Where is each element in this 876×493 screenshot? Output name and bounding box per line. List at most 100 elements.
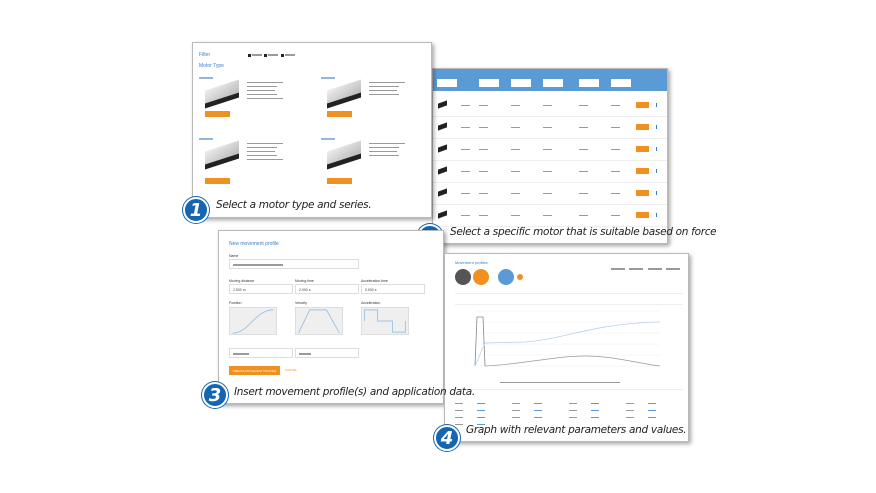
column-filter-input[interactable] [611,79,631,87]
select-series-button[interactable] [327,178,352,184]
parameter-item [569,409,599,427]
graph-screenshot: Movement profiles [444,253,689,442]
add-step-button[interactable] [517,274,523,280]
step-badge-1: 1 [183,197,209,223]
parameter-item [512,409,542,427]
step-circle-application[interactable] [455,269,471,285]
parameter-item [626,409,656,427]
parameter-item [455,416,485,434]
velocity-graph [295,307,343,335]
position-curve [484,355,661,367]
series-specs [247,142,283,162]
column-filter-input[interactable] [479,79,499,87]
select-series-button[interactable] [327,111,352,117]
motor-thumbnail [438,210,447,219]
load-input[interactable] [295,348,359,358]
moving-distance-label: Moving distance [229,279,255,283]
select-motor-button[interactable] [636,146,649,152]
caption-3: Insert movement profile(s) and applicati… [234,386,475,398]
filter-options [248,53,295,57]
velocity-label: Velocity [295,301,308,305]
info-icon[interactable] [656,103,657,107]
movement-profile-form-screenshot: New movement profile Name Moving distanc… [218,230,444,404]
acceleration-time-label: Acceleration time [361,279,388,283]
start-input[interactable] [229,348,293,358]
motor-series-card [321,69,431,127]
info-icon[interactable] [656,169,657,173]
motor-thumbnail [438,188,447,197]
parameter-item [512,402,542,420]
parameter-item [512,395,542,413]
caption-1: Select a motor type and series. [216,199,372,211]
form-title: New movement profile [229,241,279,247]
acceleration-graph [361,307,409,335]
motor-series-card [199,130,309,188]
select-motor-button[interactable] [636,212,649,218]
movement-profiles-title: Movement profiles [455,260,488,265]
series-title [199,69,213,87]
step-badge-4: 4 [434,425,460,451]
info-icon[interactable] [656,125,657,129]
velocity-curve [474,321,661,367]
motor-series-card [199,69,309,127]
table-row[interactable] [433,205,667,227]
motor-thumbnail [438,166,447,175]
motor-thumbnail [438,122,447,131]
acceleration-time-input[interactable]: 0.500 s [361,284,425,294]
select-motor-button[interactable] [636,190,649,196]
toolbar [610,260,680,278]
table-row[interactable] [433,95,667,117]
info-icon[interactable] [656,191,657,195]
moving-time-input[interactable]: 2.900 s [295,284,359,294]
table-row[interactable] [433,183,667,205]
parameter-grid [455,389,683,426]
parameter-item [455,395,485,413]
select-motor-button[interactable] [636,168,649,174]
acceleration-curve [474,316,486,367]
table-row[interactable] [433,117,667,139]
parameter-item [626,402,656,420]
motor-thumbnail [438,100,447,109]
create-movement-profile-button[interactable]: CREATE MOVEMENT PROFILE [229,366,280,375]
step-circle-1[interactable] [473,269,489,285]
acceleration-label: Acceleration [361,301,381,305]
cancel-button[interactable]: CANCEL [285,368,298,372]
motor-type-screenshot: Filter Motor Type [192,42,432,218]
step-circle-2[interactable] [498,269,514,285]
series-specs [369,81,405,97]
info-icon[interactable] [656,213,657,217]
select-series-button[interactable] [205,111,230,117]
name-label: Name [229,254,239,258]
column-filter-input[interactable] [543,79,563,87]
motor-thumbnail [438,144,447,153]
table-row[interactable] [433,139,667,161]
name-select[interactable] [229,259,359,269]
caption-4: Graph with relevant parameters and value… [466,424,687,436]
params-row [455,293,683,305]
caption-2: Select a specific motor that is suitable… [450,226,717,238]
position-graph [229,307,277,335]
select-series-button[interactable] [205,178,230,184]
step-badge-3: 3 [202,382,228,408]
moving-distance-input[interactable]: 2.500 m [229,284,293,294]
series-title [321,69,335,87]
table-row[interactable] [433,161,667,183]
parameter-item [455,402,485,420]
column-filter-input[interactable] [437,79,457,87]
motor-type-title: Motor Type [199,63,224,69]
filter-label: Filter [199,52,211,58]
legend [500,374,620,392]
motor-table-screenshot [432,68,668,244]
info-icon[interactable] [656,147,657,151]
column-filter-input[interactable] [579,79,599,87]
select-motor-button[interactable] [636,124,649,130]
series-title [199,130,213,148]
position-label: Position [229,301,242,305]
select-motor-button[interactable] [636,102,649,108]
motor-series-card [321,130,431,188]
parameter-item [569,402,599,420]
series-title [321,130,335,148]
moving-time-label: Moving time [295,279,314,283]
column-filter-input[interactable] [511,79,531,87]
movement-graph [474,310,661,367]
